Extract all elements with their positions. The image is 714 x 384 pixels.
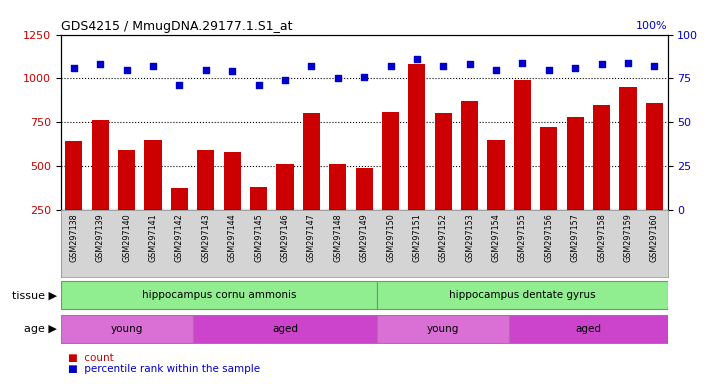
Text: GSM297156: GSM297156 — [544, 213, 553, 262]
Text: GSM297158: GSM297158 — [597, 213, 606, 262]
Text: aged: aged — [575, 324, 601, 334]
Text: GSM297160: GSM297160 — [650, 213, 659, 262]
Text: GSM297153: GSM297153 — [466, 213, 474, 262]
Text: GSM297146: GSM297146 — [281, 213, 289, 262]
Point — [517, 60, 528, 66]
Point — [649, 63, 660, 69]
Text: hippocampus cornu ammonis: hippocampus cornu ammonis — [142, 290, 296, 300]
Text: GSM297138: GSM297138 — [69, 213, 79, 262]
Text: GSM297143: GSM297143 — [201, 213, 211, 262]
Text: GSM297140: GSM297140 — [122, 213, 131, 262]
Text: age ▶: age ▶ — [24, 324, 57, 334]
Bar — [61, 315, 193, 343]
Bar — [620, 87, 637, 253]
Bar — [329, 164, 346, 253]
Bar — [435, 113, 452, 253]
Point — [68, 65, 79, 71]
Text: tissue ▶: tissue ▶ — [12, 290, 57, 300]
Text: GSM297148: GSM297148 — [333, 213, 342, 262]
Bar — [567, 117, 584, 253]
Bar — [593, 104, 610, 253]
Text: GDS4215 / MmugDNA.29177.1.S1_at: GDS4215 / MmugDNA.29177.1.S1_at — [61, 20, 292, 33]
Point — [279, 77, 291, 83]
Bar — [197, 150, 214, 253]
Text: GSM297154: GSM297154 — [491, 213, 501, 262]
Bar — [408, 65, 426, 253]
Bar — [377, 315, 509, 343]
Bar — [223, 152, 241, 253]
Bar — [646, 103, 663, 253]
Point — [332, 75, 343, 81]
Bar — [461, 101, 478, 253]
Text: GSM297150: GSM297150 — [386, 213, 395, 262]
Point — [596, 61, 608, 68]
Text: GSM297155: GSM297155 — [518, 213, 527, 262]
Point — [491, 66, 502, 73]
Point — [253, 82, 264, 88]
Bar — [276, 164, 293, 253]
Point — [438, 63, 449, 69]
Text: ■  count: ■ count — [68, 353, 114, 362]
Text: GSM297152: GSM297152 — [439, 213, 448, 262]
Bar — [514, 80, 531, 253]
Text: GSM297145: GSM297145 — [254, 213, 263, 262]
Bar — [118, 150, 135, 253]
Point — [147, 63, 159, 69]
Text: GSM297144: GSM297144 — [228, 213, 237, 262]
Point — [623, 60, 634, 66]
Bar — [61, 281, 377, 310]
Point — [94, 61, 106, 68]
Text: GSM297149: GSM297149 — [360, 213, 368, 262]
Bar — [509, 315, 668, 343]
Bar — [144, 140, 161, 253]
Point — [306, 63, 317, 69]
Point — [226, 68, 238, 74]
Point — [385, 63, 396, 69]
Point — [121, 66, 132, 73]
Text: GSM297142: GSM297142 — [175, 213, 184, 262]
Text: young: young — [427, 324, 460, 334]
Bar — [377, 281, 668, 310]
Bar — [91, 120, 109, 253]
Text: hippocampus dentate gyrus: hippocampus dentate gyrus — [449, 290, 595, 300]
Point — [174, 82, 185, 88]
Point — [358, 73, 370, 79]
Point — [543, 66, 555, 73]
Bar — [488, 141, 505, 253]
Bar — [193, 315, 377, 343]
Bar — [65, 141, 82, 253]
Bar — [303, 113, 320, 253]
Point — [464, 61, 476, 68]
Point — [411, 56, 423, 62]
Point — [570, 65, 581, 71]
Text: GSM297159: GSM297159 — [623, 213, 633, 262]
Bar — [356, 168, 373, 253]
Text: GSM297151: GSM297151 — [413, 213, 421, 262]
Point — [200, 66, 211, 73]
Text: aged: aged — [272, 324, 298, 334]
Text: ■  percentile rank within the sample: ■ percentile rank within the sample — [68, 364, 260, 374]
Bar — [382, 112, 399, 253]
Text: young: young — [111, 324, 143, 334]
Bar — [250, 187, 267, 253]
Text: GSM297147: GSM297147 — [307, 213, 316, 262]
Text: GSM297157: GSM297157 — [570, 213, 580, 262]
Text: 100%: 100% — [636, 21, 668, 31]
Bar — [540, 127, 558, 253]
Text: GSM297139: GSM297139 — [96, 213, 105, 262]
Text: GSM297141: GSM297141 — [149, 213, 158, 262]
Bar — [171, 188, 188, 253]
